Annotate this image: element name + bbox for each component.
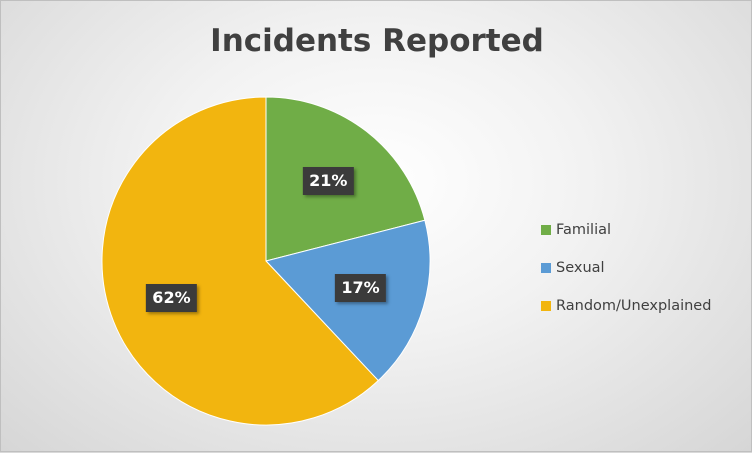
legend-item-random-unexplained: Random/Unexplained <box>541 287 711 325</box>
chart-title: Incidents Reported <box>210 23 544 59</box>
legend-swatch-sexual <box>541 263 551 273</box>
data-label-familial: 21% <box>303 166 354 195</box>
legend-label-random-unexplained: Random/Unexplained <box>556 298 712 314</box>
legend-label-sexual: Sexual <box>556 260 605 276</box>
legend-item-sexual: Sexual <box>541 249 711 287</box>
legend-swatch-familial <box>541 225 551 235</box>
pie-slice-random-unexplained <box>101 96 379 426</box>
legend-swatch-random-unexplained <box>541 301 551 311</box>
data-label-random-unexplained: 62% <box>146 284 197 313</box>
legend: Familial Sexual Random/Unexplained <box>541 211 711 325</box>
legend-label-familial: Familial <box>556 222 612 238</box>
data-label-sexual: 17% <box>335 274 386 303</box>
legend-item-familial: Familial <box>541 211 711 249</box>
